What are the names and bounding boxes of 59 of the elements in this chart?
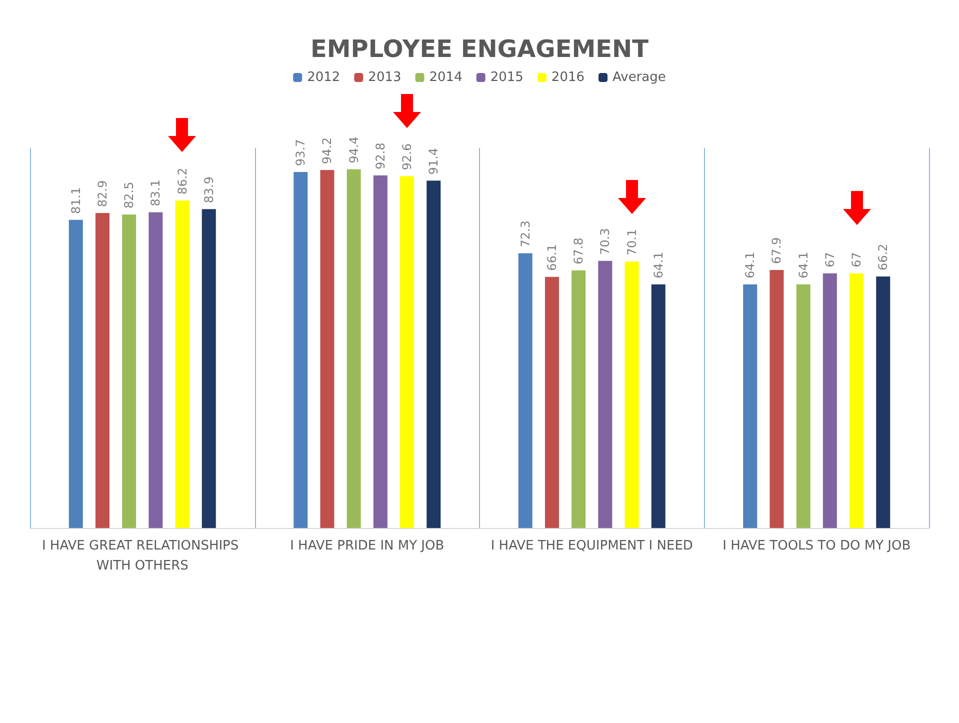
bar <box>68 220 83 528</box>
bar <box>294 172 308 528</box>
data-label: 66.1 <box>544 244 559 271</box>
bar <box>770 270 784 528</box>
bar <box>518 253 532 528</box>
data-label: 82.9 <box>95 180 110 207</box>
data-label: 94.4 <box>346 136 361 164</box>
data-label: 92.8 <box>373 142 388 170</box>
data-label: 81.1 <box>68 187 83 214</box>
bar <box>95 212 110 528</box>
bar <box>624 262 639 528</box>
data-label: 83.9 <box>202 176 216 204</box>
data-label: 64.1 <box>796 252 810 278</box>
data-label: 64.1 <box>651 252 666 278</box>
bar <box>426 180 441 528</box>
data-label: 70.1 <box>624 228 639 256</box>
bar <box>122 214 136 528</box>
bar <box>320 170 334 528</box>
data-label: 70.3 <box>598 228 612 255</box>
legend-label: 2013 <box>368 70 402 85</box>
bar <box>373 175 388 528</box>
data-label: 91.4 <box>426 148 441 175</box>
data-label: 86.2 <box>175 168 190 194</box>
data-label: 93.7 <box>294 139 308 166</box>
data-label: 64.1 <box>743 252 758 278</box>
legend-label: Average <box>612 70 666 85</box>
legend-label: 2016 <box>551 70 585 85</box>
data-label: 82.5 <box>122 182 136 208</box>
bar <box>544 276 559 528</box>
bar <box>876 276 890 528</box>
x-tick-label: I HAVE GREAT RELATIONSHIPS WITH OTHERS <box>42 538 243 574</box>
bar <box>822 273 837 528</box>
bar <box>175 200 190 528</box>
x-tick-label: I HAVE THE EQUIPMENT I NEED <box>490 538 693 554</box>
data-label: 72.3 <box>518 220 532 248</box>
bar <box>598 260 612 528</box>
data-label: 67.8 <box>572 238 586 264</box>
data-label: 66.2 <box>876 244 890 270</box>
data-label: 67 <box>850 252 864 268</box>
data-label: 83.1 <box>148 180 163 206</box>
x-tick-label: I HAVE PRIDE IN MY JOB <box>290 538 444 554</box>
data-label: 94.2 <box>320 137 334 164</box>
x-tick-label: I HAVE TOOLS TO DO MY JOB <box>722 538 911 554</box>
bar <box>796 284 810 528</box>
data-label: 92.6 <box>400 143 414 170</box>
bar <box>651 284 666 528</box>
chart-title: EMPLOYEE ENGAGEMENT <box>310 35 650 63</box>
legend-label: 2012 <box>307 70 340 85</box>
bar <box>572 270 586 528</box>
data-label: 67.9 <box>770 237 784 264</box>
legend-label: 2015 <box>490 70 524 85</box>
bar <box>148 212 163 528</box>
data-label: 67 <box>822 252 837 268</box>
bar <box>346 169 361 528</box>
bar <box>400 176 414 528</box>
bar <box>850 273 864 528</box>
bar <box>743 284 758 528</box>
legend-label: 2014 <box>429 70 462 85</box>
bar <box>202 209 216 528</box>
